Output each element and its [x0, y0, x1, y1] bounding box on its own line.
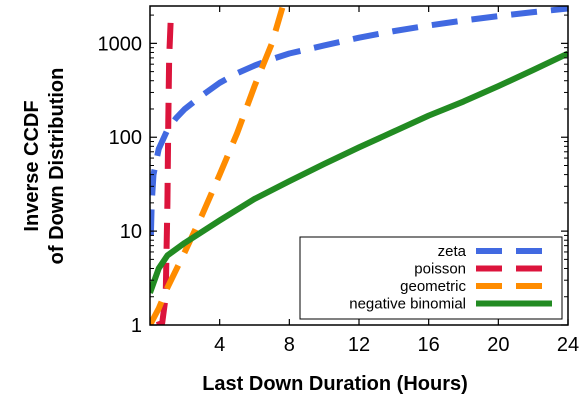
x-axis-label: Last Down Duration (Hours): [202, 373, 468, 395]
y-tick-label: 10: [120, 221, 142, 243]
legend-label: zeta: [438, 243, 467, 260]
y-axis-label-line-1: Inverse CCDF: [21, 100, 43, 231]
series-line-geometric: [150, 6, 286, 325]
series-layer: [150, 6, 568, 325]
series-line-poisson: [155, 14, 174, 325]
series-line-zeta: [150, 6, 568, 236]
y-tick-label: 1000: [98, 33, 143, 55]
x-tick-label: 20: [487, 334, 509, 356]
y-tick-label: 100: [109, 127, 142, 149]
axis-layer: 4 8 12 16 20 24 1 10 100 1000: [98, 6, 579, 356]
legend-label: poisson: [414, 261, 466, 278]
legend-label: geometric: [400, 278, 466, 295]
x-tick-label: 12: [348, 334, 370, 356]
y-axis-label-line-2: of Down Distribution: [46, 68, 68, 265]
series-line-negative-binomial: [150, 50, 568, 294]
x-tick-label: 4: [214, 334, 225, 356]
x-tick-label: 16: [418, 334, 440, 356]
legend-label: negative binomial: [349, 296, 466, 313]
x-tick-label: 24: [557, 334, 579, 356]
x-tick-label: 8: [284, 334, 295, 356]
y-tick-label: 1: [131, 315, 142, 337]
